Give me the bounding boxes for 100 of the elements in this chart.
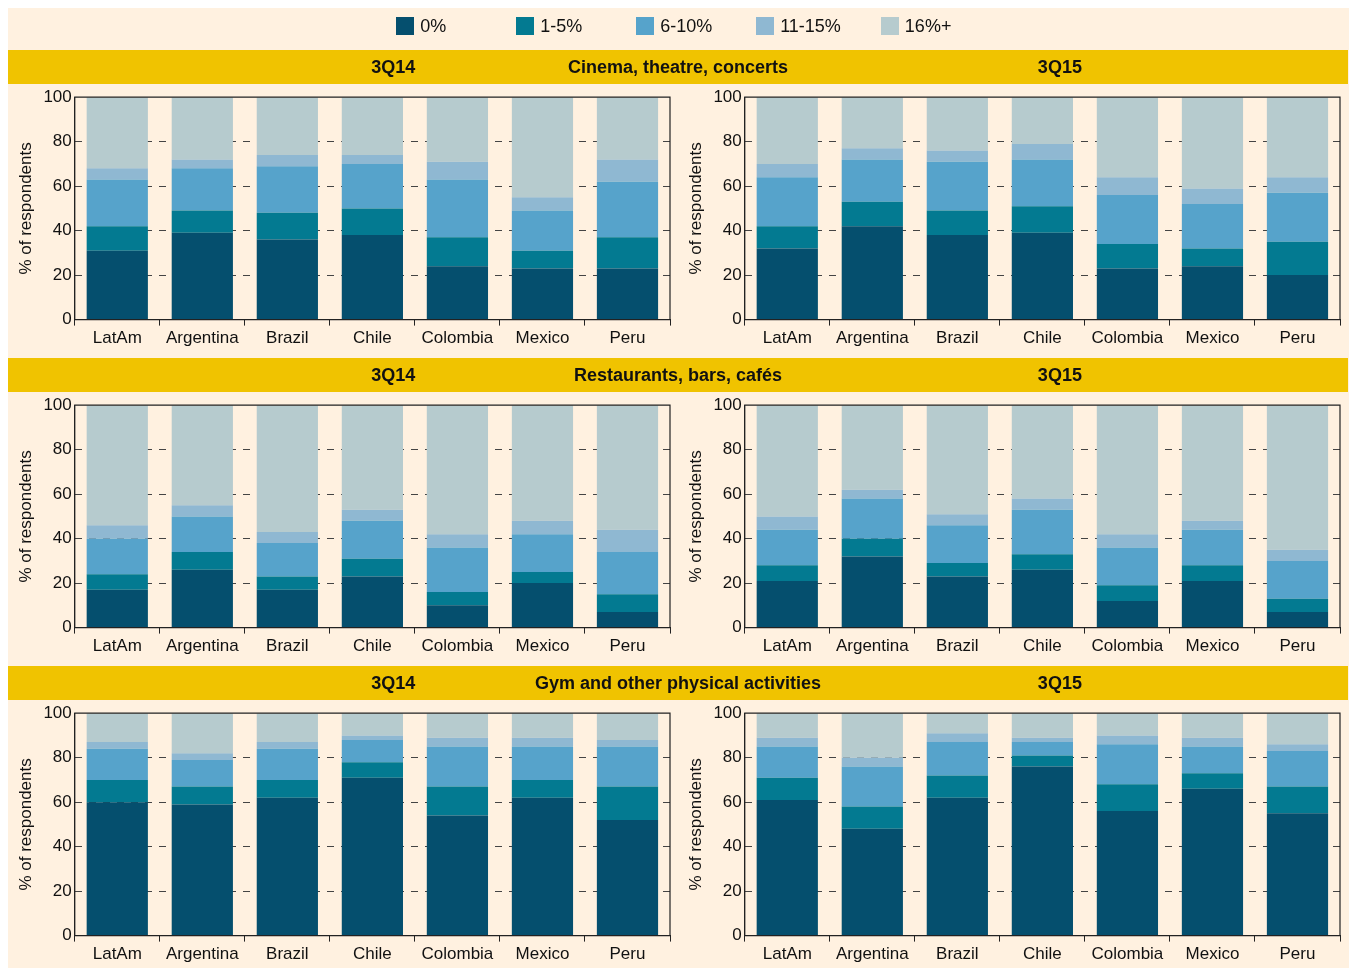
bar xyxy=(596,786,659,820)
bar xyxy=(171,753,233,760)
bar xyxy=(596,405,659,530)
y-tick-label: 60 xyxy=(722,483,742,503)
bar xyxy=(756,226,818,249)
bar xyxy=(256,589,318,628)
bar xyxy=(256,742,318,749)
x-tick-label: Brazil xyxy=(936,636,979,656)
bar xyxy=(1011,742,1073,756)
bar xyxy=(756,580,818,628)
bar xyxy=(86,802,148,936)
x-tick-label: Mexico xyxy=(515,328,570,348)
bar xyxy=(341,735,403,740)
bar xyxy=(1266,241,1329,276)
bar xyxy=(86,538,148,575)
bar xyxy=(511,779,574,798)
x-tick-label: Colombia xyxy=(1091,328,1164,348)
bar xyxy=(511,583,574,628)
chart-title: 3Q15 xyxy=(1037,365,1082,386)
bar xyxy=(596,159,659,182)
bar xyxy=(1011,498,1073,510)
x-tick-label: Mexico xyxy=(515,944,570,964)
bar xyxy=(341,208,403,236)
bar xyxy=(1266,560,1329,599)
bar xyxy=(171,786,233,805)
bar xyxy=(1011,159,1073,207)
bar xyxy=(426,97,489,162)
bar xyxy=(1096,177,1159,196)
bar xyxy=(596,181,659,238)
bar xyxy=(841,713,903,758)
y-tick-label: 60 xyxy=(52,791,72,811)
bar xyxy=(596,819,659,936)
bar xyxy=(756,97,818,164)
bar xyxy=(171,713,233,754)
y-tick-label: 40 xyxy=(52,836,72,856)
bar xyxy=(1096,713,1159,736)
bar xyxy=(86,779,148,803)
bar xyxy=(596,237,659,269)
y-tick-label: 100 xyxy=(43,702,72,722)
bar xyxy=(341,739,403,763)
bar xyxy=(426,547,489,593)
x-tick-label: Mexico xyxy=(1185,944,1240,964)
y-tick-label: 20 xyxy=(52,572,72,592)
bar xyxy=(1266,97,1329,178)
bar xyxy=(511,250,574,269)
bar xyxy=(1266,612,1329,628)
bar xyxy=(1266,813,1329,936)
y-tick-label: 40 xyxy=(52,528,72,548)
bar xyxy=(926,525,988,564)
bar xyxy=(341,97,403,156)
bar xyxy=(86,97,148,169)
bar xyxy=(86,713,148,743)
x-tick-label: Chile xyxy=(1023,944,1062,964)
legend-label: 0% xyxy=(420,15,447,37)
bar xyxy=(926,742,988,776)
legend-label: 16%+ xyxy=(904,15,952,37)
y-tick-label: 40 xyxy=(722,836,742,856)
chart-title: 3Q14 xyxy=(371,365,416,386)
x-tick-label: LatAm xyxy=(762,328,812,348)
x-tick-label: Colombia xyxy=(421,636,494,656)
bar xyxy=(841,498,903,539)
y-axis-title: % of respondents xyxy=(685,142,705,275)
bar xyxy=(511,797,574,936)
x-tick-label: Peru xyxy=(609,328,646,348)
bar xyxy=(1096,547,1159,586)
bar xyxy=(511,572,574,584)
bar xyxy=(841,405,903,490)
bar xyxy=(1181,188,1244,204)
bar xyxy=(841,489,903,499)
bar xyxy=(756,405,818,517)
bar xyxy=(1181,520,1244,530)
bar xyxy=(1181,773,1244,789)
bar xyxy=(171,168,233,211)
bar xyxy=(426,237,489,267)
bar xyxy=(926,161,988,211)
bar xyxy=(756,746,818,778)
bar xyxy=(256,97,318,156)
bar xyxy=(596,713,659,740)
bar xyxy=(841,556,903,628)
bar xyxy=(1011,766,1073,936)
bar xyxy=(596,739,659,747)
bar xyxy=(171,97,233,160)
bar xyxy=(1181,565,1244,581)
chart-title: 3Q14 xyxy=(371,57,416,78)
y-tick-label: 0 xyxy=(62,925,72,945)
y-tick-label: 60 xyxy=(52,175,72,195)
bar xyxy=(841,766,903,807)
y-tick-label: 40 xyxy=(722,528,742,548)
bar xyxy=(1266,177,1329,193)
bar xyxy=(1096,744,1159,785)
chart-subtitle: Gym and other physical activities xyxy=(530,673,826,694)
y-tick-label: 0 xyxy=(732,617,742,637)
x-tick-label: Brazil xyxy=(266,328,309,348)
x-tick-label: Peru xyxy=(1279,944,1316,964)
bar xyxy=(426,786,489,816)
y-tick-label: 80 xyxy=(722,439,742,459)
x-tick-label: Argentina xyxy=(835,328,910,348)
bar xyxy=(926,713,988,734)
bar xyxy=(596,551,659,595)
bar xyxy=(1181,737,1244,747)
